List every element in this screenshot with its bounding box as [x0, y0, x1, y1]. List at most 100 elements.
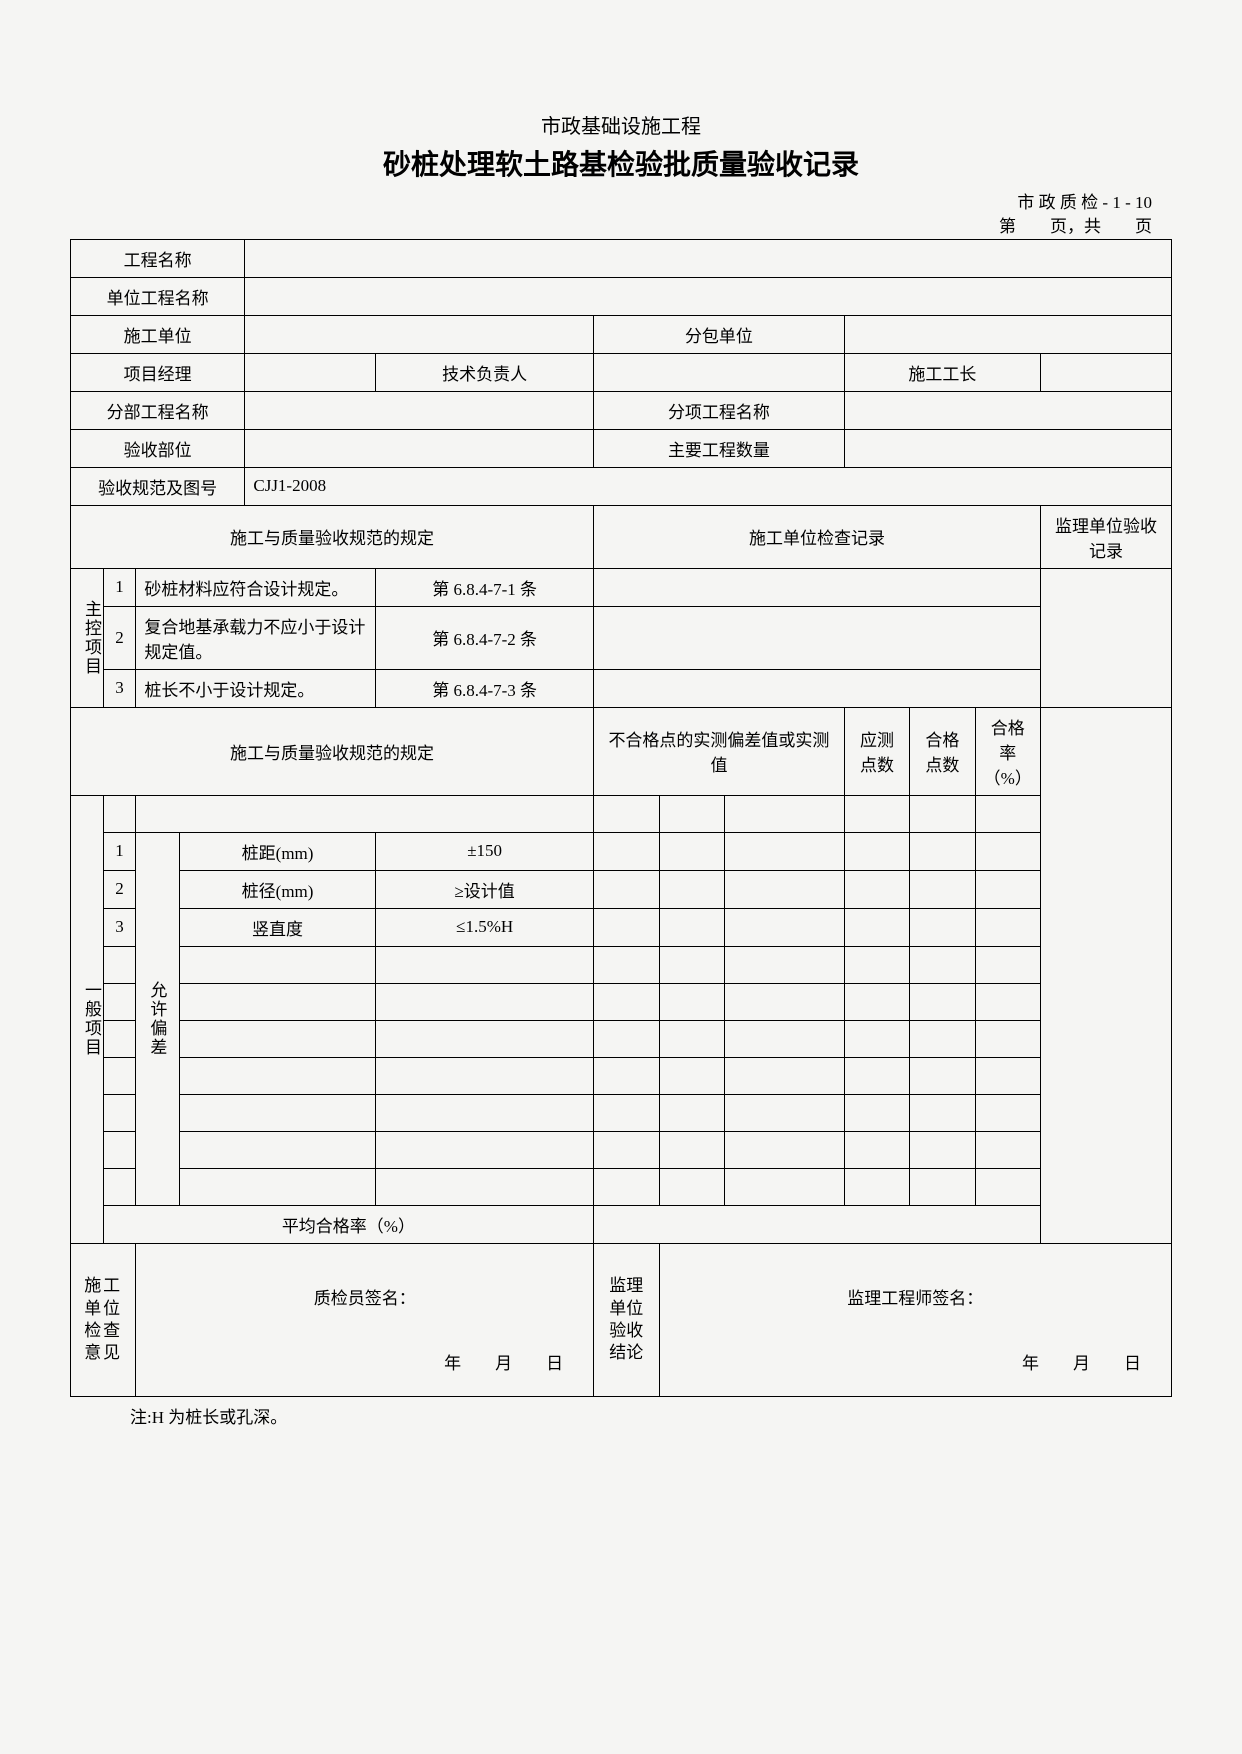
mc-record-3[interactable] — [594, 669, 1041, 707]
gi-blank-pr[interactable] — [975, 795, 1040, 832]
gi-m3-1[interactable] — [724, 832, 844, 870]
field-avg-pass[interactable] — [594, 1205, 1041, 1243]
field-pm[interactable] — [245, 353, 376, 391]
gi-e5-tol[interactable] — [376, 1094, 594, 1131]
gi-tp-2[interactable] — [844, 870, 909, 908]
doc-code: 市 政 质 检 - 1 - 10 — [70, 191, 1172, 215]
label-supervisor-sign: 监理工程师签名： — [670, 1284, 1162, 1309]
gi-m2-2[interactable] — [659, 870, 724, 908]
field-subcontractor[interactable] — [844, 315, 1171, 353]
gi-blank-tp[interactable] — [844, 795, 909, 832]
label-pm: 项目经理 — [71, 353, 245, 391]
gi-tol-3: ≤1.5%H — [376, 908, 594, 946]
gi-blank-desc[interactable] — [136, 795, 594, 832]
label-tech-lead: 技术负责人 — [376, 353, 594, 391]
gi-num-1: 1 — [103, 832, 136, 870]
gi-e3-name[interactable] — [179, 1020, 375, 1057]
gi-pp-1[interactable] — [910, 832, 975, 870]
gi-e4-num — [103, 1057, 136, 1094]
gi-e2-name[interactable] — [179, 983, 375, 1020]
field-subitem-name[interactable] — [844, 391, 1171, 429]
gi-e5-num — [103, 1094, 136, 1131]
label-pass-points: 合格点数 — [910, 707, 975, 795]
field-tech-lead[interactable] — [594, 353, 845, 391]
gi-m2-1[interactable] — [659, 832, 724, 870]
mc-record-2[interactable] — [594, 606, 1041, 669]
gi-m1-3[interactable] — [594, 908, 659, 946]
label-unit-check-record: 施工单位检查记录 — [594, 505, 1041, 568]
mc-supervisor[interactable] — [1040, 568, 1171, 707]
gi-pr-2[interactable] — [975, 870, 1040, 908]
gi-e1-tol[interactable] — [376, 946, 594, 983]
gi-num-2: 2 — [103, 870, 136, 908]
gi-name-2: 桩径(mm) — [179, 870, 375, 908]
label-avg-pass: 平均合格率（%） — [103, 1205, 593, 1243]
label-subitem-name: 分项工程名称 — [594, 391, 845, 429]
gi-m3-2[interactable] — [724, 870, 844, 908]
gi-tp-3[interactable] — [844, 908, 909, 946]
label-unit-opinion: 施工单位检查意见 — [71, 1243, 136, 1396]
gi-tol-1: ±150 — [376, 832, 594, 870]
field-unit-opinion[interactable]: 质检员签名： 年 月 日 — [136, 1243, 594, 1396]
mc-desc-2: 复合地基承载力不应小于设计规定值。 — [136, 606, 376, 669]
gi-blank-m2[interactable] — [659, 795, 724, 832]
gi-e7-name[interactable] — [179, 1168, 375, 1205]
gi-pp-3[interactable] — [910, 908, 975, 946]
label-pass-rate: 合格率（%） — [975, 707, 1040, 795]
label-subcontractor: 分包单位 — [594, 315, 845, 353]
mc-desc-1: 砂桩材料应符合设计规定。 — [136, 568, 376, 606]
gi-tp-1[interactable] — [844, 832, 909, 870]
label-general-items: 一般项目 — [71, 795, 104, 1243]
label-main-qty: 主要工程数量 — [594, 429, 845, 467]
label-supervisor-record: 监理单位验收记录 — [1040, 505, 1171, 568]
gi-e6-tol[interactable] — [376, 1131, 594, 1168]
gi-e7-tol[interactable] — [376, 1168, 594, 1205]
field-section-name[interactable] — [245, 391, 594, 429]
gi-pr-1[interactable] — [975, 832, 1040, 870]
gi-pr-3[interactable] — [975, 908, 1040, 946]
field-unit-project[interactable] — [245, 277, 1172, 315]
gi-blank-m3[interactable] — [724, 795, 844, 832]
gi-blank-m1[interactable] — [594, 795, 659, 832]
gi-e7-num — [103, 1168, 136, 1205]
gi-m2-3[interactable] — [659, 908, 724, 946]
label-construction-unit: 施工单位 — [71, 315, 245, 353]
mc-num-2: 2 — [103, 606, 136, 669]
gi-blank-pp[interactable] — [910, 795, 975, 832]
gi-e6-name[interactable] — [179, 1131, 375, 1168]
gi-num-3: 3 — [103, 908, 136, 946]
label-allowed-dev: 允许偏差 — [136, 832, 180, 1205]
label-foreman: 施工工长 — [844, 353, 1040, 391]
field-supervisor-conclusion[interactable]: 监理工程师签名： 年 月 日 — [659, 1243, 1172, 1396]
gi-e1-name[interactable] — [179, 946, 375, 983]
gi-tol-2: ≥设计值 — [376, 870, 594, 908]
label-spec-drawing: 验收规范及图号 — [71, 467, 245, 505]
gi-m1-2[interactable] — [594, 870, 659, 908]
gi-blank-num — [103, 795, 136, 832]
field-acceptance-part[interactable] — [245, 429, 594, 467]
gi-e2-tol[interactable] — [376, 983, 594, 1020]
sup-date: 年 月 日 — [670, 1349, 1162, 1374]
mc-desc-3: 桩长不小于设计规定。 — [136, 669, 376, 707]
label-unit-project: 单位工程名称 — [71, 277, 245, 315]
mc-record-1[interactable] — [594, 568, 1041, 606]
doc-subtitle: 市政基础设施工程 — [70, 110, 1172, 139]
gi-e1-num — [103, 946, 136, 983]
label-test-points: 应测点数 — [844, 707, 909, 795]
label-spec-rule-2: 施工与质量验收规范的规定 — [71, 707, 594, 795]
qc-date: 年 月 日 — [146, 1349, 583, 1374]
gi-m3-3[interactable] — [724, 908, 844, 946]
field-spec-code: CJJ1-2008 — [245, 467, 1172, 505]
gi-e5-name[interactable] — [179, 1094, 375, 1131]
gi-e4-tol[interactable] — [376, 1057, 594, 1094]
gi-m1-1[interactable] — [594, 832, 659, 870]
gi-pp-2[interactable] — [910, 870, 975, 908]
gi-e3-tol[interactable] — [376, 1020, 594, 1057]
field-project-name[interactable] — [245, 239, 1172, 277]
field-construction-unit[interactable] — [245, 315, 594, 353]
mc-ref-3: 第 6.8.4-7-3 条 — [376, 669, 594, 707]
gi-supervisor[interactable] — [1040, 707, 1171, 1243]
gi-e4-name[interactable] — [179, 1057, 375, 1094]
field-main-qty[interactable] — [844, 429, 1171, 467]
field-foreman[interactable] — [1040, 353, 1171, 391]
